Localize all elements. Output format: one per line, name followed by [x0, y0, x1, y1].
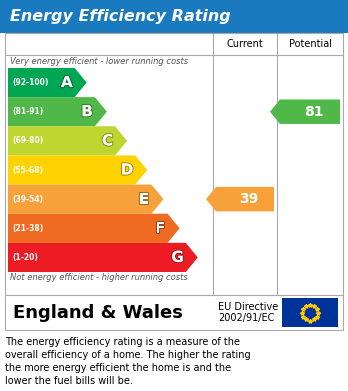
Polygon shape: [8, 97, 107, 126]
Polygon shape: [8, 185, 164, 214]
Bar: [5, 295, 343, 330]
Text: (1-20): (1-20): [12, 253, 38, 262]
Text: 39: 39: [239, 192, 259, 206]
Text: (55-68): (55-68): [12, 165, 43, 174]
Text: 81: 81: [304, 105, 324, 119]
Polygon shape: [8, 243, 198, 272]
Bar: [282, 298, 338, 327]
Polygon shape: [8, 214, 180, 243]
Bar: [0, 0, 348, 33]
Polygon shape: [8, 156, 147, 185]
Text: (69-80): (69-80): [12, 136, 43, 145]
Text: Potential: Potential: [288, 39, 332, 49]
Text: overall efficiency of a home. The higher the rating: overall efficiency of a home. The higher…: [5, 350, 251, 360]
Text: C: C: [102, 133, 113, 148]
Text: lower the fuel bills will be.: lower the fuel bills will be.: [5, 376, 133, 386]
Text: D: D: [121, 163, 133, 178]
Text: England & Wales: England & Wales: [13, 303, 183, 321]
Text: the more energy efficient the home is and the: the more energy efficient the home is an…: [5, 363, 231, 373]
Bar: [5, 33, 343, 295]
Text: G: G: [171, 250, 184, 265]
Polygon shape: [8, 68, 87, 97]
Text: (92-100): (92-100): [12, 78, 48, 87]
Text: The energy efficiency rating is a measure of the: The energy efficiency rating is a measur…: [5, 337, 240, 347]
Polygon shape: [270, 99, 340, 124]
Text: A: A: [61, 75, 73, 90]
Text: E: E: [139, 192, 149, 206]
Polygon shape: [206, 187, 274, 212]
Polygon shape: [8, 126, 127, 156]
Text: (81-91): (81-91): [12, 107, 43, 116]
Text: (39-54): (39-54): [12, 195, 43, 204]
Text: Current: Current: [227, 39, 263, 49]
Text: Not energy efficient - higher running costs: Not energy efficient - higher running co…: [10, 273, 188, 283]
Text: Energy Efficiency Rating: Energy Efficiency Rating: [10, 9, 231, 23]
Text: EU Directive
2002/91/EC: EU Directive 2002/91/EC: [218, 302, 278, 323]
Text: F: F: [155, 221, 166, 236]
Text: (21-38): (21-38): [12, 224, 43, 233]
Text: B: B: [81, 104, 93, 119]
Text: Very energy efficient - lower running costs: Very energy efficient - lower running co…: [10, 57, 188, 66]
